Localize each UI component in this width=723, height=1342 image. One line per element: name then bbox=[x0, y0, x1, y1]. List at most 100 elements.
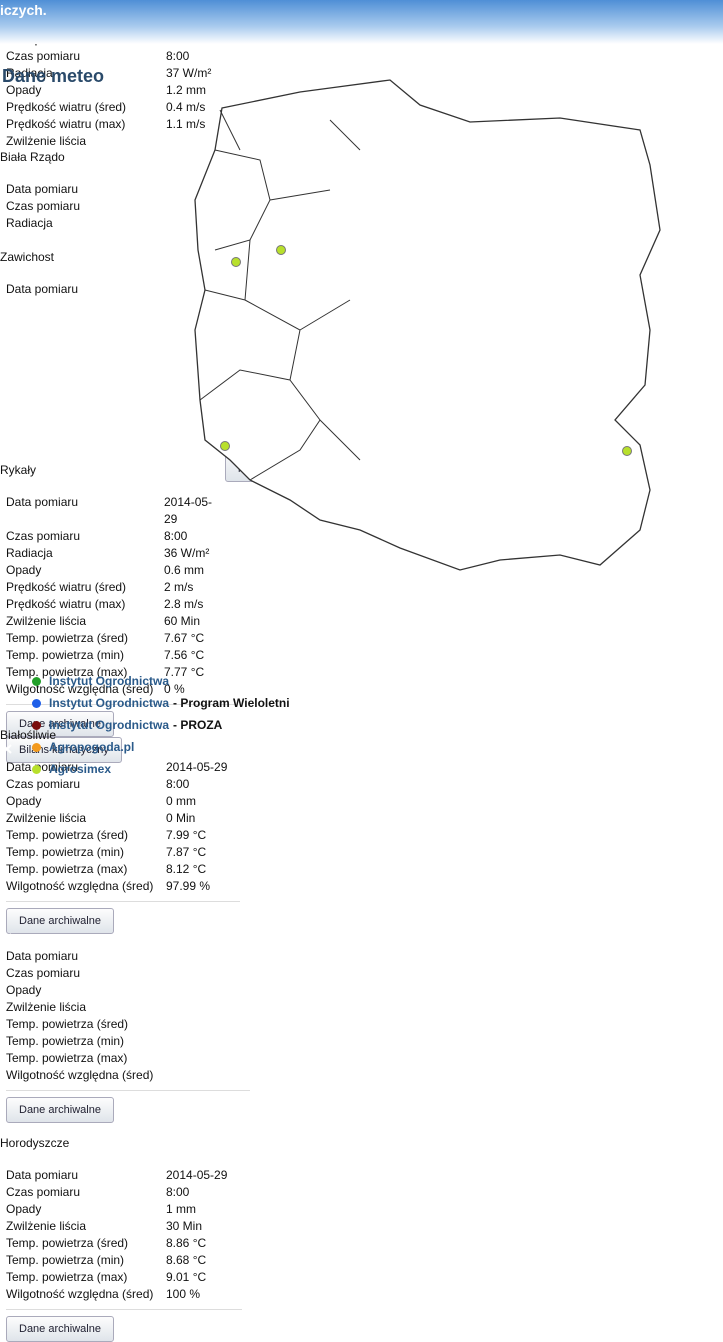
value: 0 mm bbox=[166, 794, 196, 808]
close-button[interactable] bbox=[0, 477, 238, 494]
label: Prędkość wiatru (śred) bbox=[6, 580, 127, 594]
close-button[interactable] bbox=[0, 264, 291, 281]
label: Radiacja bbox=[6, 546, 53, 560]
button[interactable]: Dane archiwalne bbox=[6, 1316, 114, 1342]
label: Data pomiaru bbox=[6, 1168, 79, 1182]
data-row: Temp. powietrza (min) 7.87 °C bbox=[4, 844, 234, 861]
value: 7.77 °C bbox=[164, 665, 205, 679]
value bbox=[164, 999, 234, 1016]
legend-item[interactable]: Agropogoda.pl bbox=[30, 738, 290, 760]
station-dot[interactable] bbox=[622, 446, 632, 456]
legend-name[interactable]: Instytut Ogrodnictwa bbox=[49, 674, 169, 688]
data-row: Temp. powietrza (max) bbox=[4, 1050, 234, 1067]
data-row: Temp. powietrza (min) 8.68 °C bbox=[4, 1252, 236, 1269]
data-row: Temp. powietrza (max) 8.12 °C bbox=[4, 861, 234, 878]
close-button[interactable] bbox=[0, 742, 240, 759]
label: Temp. powietrza (max) bbox=[6, 862, 128, 876]
data-row: Zwilżenie liścia 60 Min bbox=[4, 613, 224, 630]
buttons: Dane archiwalne bbox=[6, 1309, 242, 1342]
value: 97.99 % bbox=[166, 879, 211, 893]
button[interactable]: Bilans klimatyczny bbox=[6, 737, 122, 763]
value: 1.2 mm bbox=[166, 83, 207, 97]
buttons: Dane archiwalne bbox=[6, 901, 240, 934]
value: 2014-05-29 bbox=[166, 760, 228, 774]
legend-dot bbox=[32, 699, 41, 708]
data-table: Data pomiaru 2014-05-29 Czas pomiaru 8:00 Ra… bbox=[4, 494, 224, 698]
legend-name[interactable]: Instytut Ogrodnictwa bbox=[49, 696, 169, 710]
data-row: Radiacja bbox=[4, 215, 234, 232]
label: Temp. powietrza (max) bbox=[6, 1051, 128, 1065]
data-row: Czas pomiaru bbox=[4, 198, 234, 215]
value: 100 % bbox=[166, 1287, 201, 1301]
data-row: Temp. powietrza (śred) 7.99 °C bbox=[4, 827, 234, 844]
legend-name[interactable]: Agrosimex bbox=[49, 762, 112, 776]
value: 2014-05-29 bbox=[166, 1168, 228, 1182]
popup-header: Zawichost bbox=[0, 250, 291, 281]
label: Data pomiaru bbox=[6, 282, 79, 296]
value: 1 mm bbox=[166, 1202, 196, 1216]
data-row: Zwilżenie liścia bbox=[4, 999, 234, 1016]
value: 7.87 °C bbox=[166, 845, 207, 859]
legend-dot bbox=[32, 677, 41, 686]
popup-title: Rykały bbox=[0, 463, 37, 477]
station-dot[interactable] bbox=[276, 245, 286, 255]
value: 36 W/m² bbox=[164, 546, 210, 560]
label: Wilgotność względna (śred) bbox=[6, 1287, 154, 1301]
close-button[interactable] bbox=[0, 164, 240, 181]
value: 0 % bbox=[164, 682, 185, 696]
data-row: Prędkość wiatru (śred) 2 m/s bbox=[4, 579, 224, 596]
label: Opady bbox=[6, 983, 42, 997]
data-table: Data pomiaru bbox=[4, 281, 234, 298]
close-button[interactable] bbox=[0, 1150, 242, 1167]
button[interactable]: Dane archiwalne bbox=[6, 711, 114, 737]
label: Wilgotność względna (śred) bbox=[6, 1068, 154, 1082]
legend-name[interactable]: Instytut Ogrodnictwa bbox=[49, 718, 169, 732]
station-dot[interactable] bbox=[231, 257, 241, 267]
data-row: Data pomiaru bbox=[4, 281, 234, 298]
data-table: Data pomiaru 2014-05-29 Czas pomiaru 8:00 Op… bbox=[4, 1167, 236, 1303]
data-row: Wilgotność względna (śred) bbox=[4, 1067, 234, 1084]
label: Wilgotność względna (śred) bbox=[6, 682, 154, 696]
value bbox=[164, 1033, 234, 1050]
legend-item[interactable]: Instytut Ogrodnictwa bbox=[30, 672, 290, 694]
popup-header: Rykały bbox=[0, 463, 238, 494]
data-row: Data pomiaru bbox=[4, 181, 234, 198]
data-table: Data pomiaru Czas pomiaru Radiacja bbox=[4, 181, 234, 232]
label: Temp. powietrza (max) bbox=[6, 1270, 128, 1284]
data-table: Data pomiaru Czas pomiaru Opady Zwilżenie l… bbox=[4, 948, 234, 1084]
value: 37 W/m² bbox=[166, 66, 212, 80]
button[interactable]: Dane archiwalne bbox=[6, 908, 114, 934]
data-row: Data pomiaru 2014-05-29 bbox=[4, 1167, 236, 1184]
legend-item[interactable]: Instytut Ogrodnictwa - PROZA bbox=[30, 716, 290, 738]
popup: Data pomiaru Czas pomiaru Opady Zwilżenie l… bbox=[0, 931, 250, 1136]
label: Czas pomiaru bbox=[6, 1185, 81, 1199]
map-outline bbox=[194, 79, 661, 571]
data-row: Opady 0.6 mm bbox=[4, 562, 224, 579]
value: 8:00 bbox=[166, 49, 190, 63]
label: Data pomiaru bbox=[6, 760, 79, 774]
data-row: Temp. powietrza (min) bbox=[4, 1033, 234, 1050]
label: Temp. powietrza (śred) bbox=[6, 1236, 129, 1250]
header-band: iczych. bbox=[0, 0, 723, 44]
legend-item[interactable]: Instytut Ogrodnictwa - Program Wieloletni bbox=[30, 694, 290, 716]
label: Zwilżenie liścia bbox=[6, 1219, 87, 1233]
legend-name[interactable]: Agropogoda.pl bbox=[49, 740, 135, 754]
value: 30 Min bbox=[166, 1219, 203, 1233]
label: Czas pomiaru bbox=[6, 529, 81, 543]
popup-title: Horodyszcze bbox=[0, 1136, 70, 1150]
station-dot[interactable] bbox=[220, 441, 230, 451]
data-row: Data pomiaru 2014-05-29 bbox=[4, 759, 234, 776]
legend-item[interactable]: Agrosimex bbox=[30, 760, 290, 782]
label: Opady bbox=[6, 1202, 42, 1216]
data-row: Opady 1 mm bbox=[4, 1201, 236, 1218]
button[interactable]: Dane archiwalne bbox=[6, 1097, 114, 1123]
label: Czas pomiaru bbox=[6, 199, 81, 213]
legend-dot bbox=[32, 765, 41, 774]
value: 60 Min bbox=[164, 614, 201, 628]
label: Prędkość wiatru (max) bbox=[6, 597, 126, 611]
data-row: Temp. powietrza (max) 7.77 °C bbox=[4, 664, 224, 681]
label: Opady bbox=[6, 563, 42, 577]
label: Data pomiaru bbox=[6, 495, 79, 509]
data-row: Temp. powietrza (śred) bbox=[4, 1016, 234, 1033]
data-row: Radiacja 36 W/m² bbox=[4, 545, 224, 562]
